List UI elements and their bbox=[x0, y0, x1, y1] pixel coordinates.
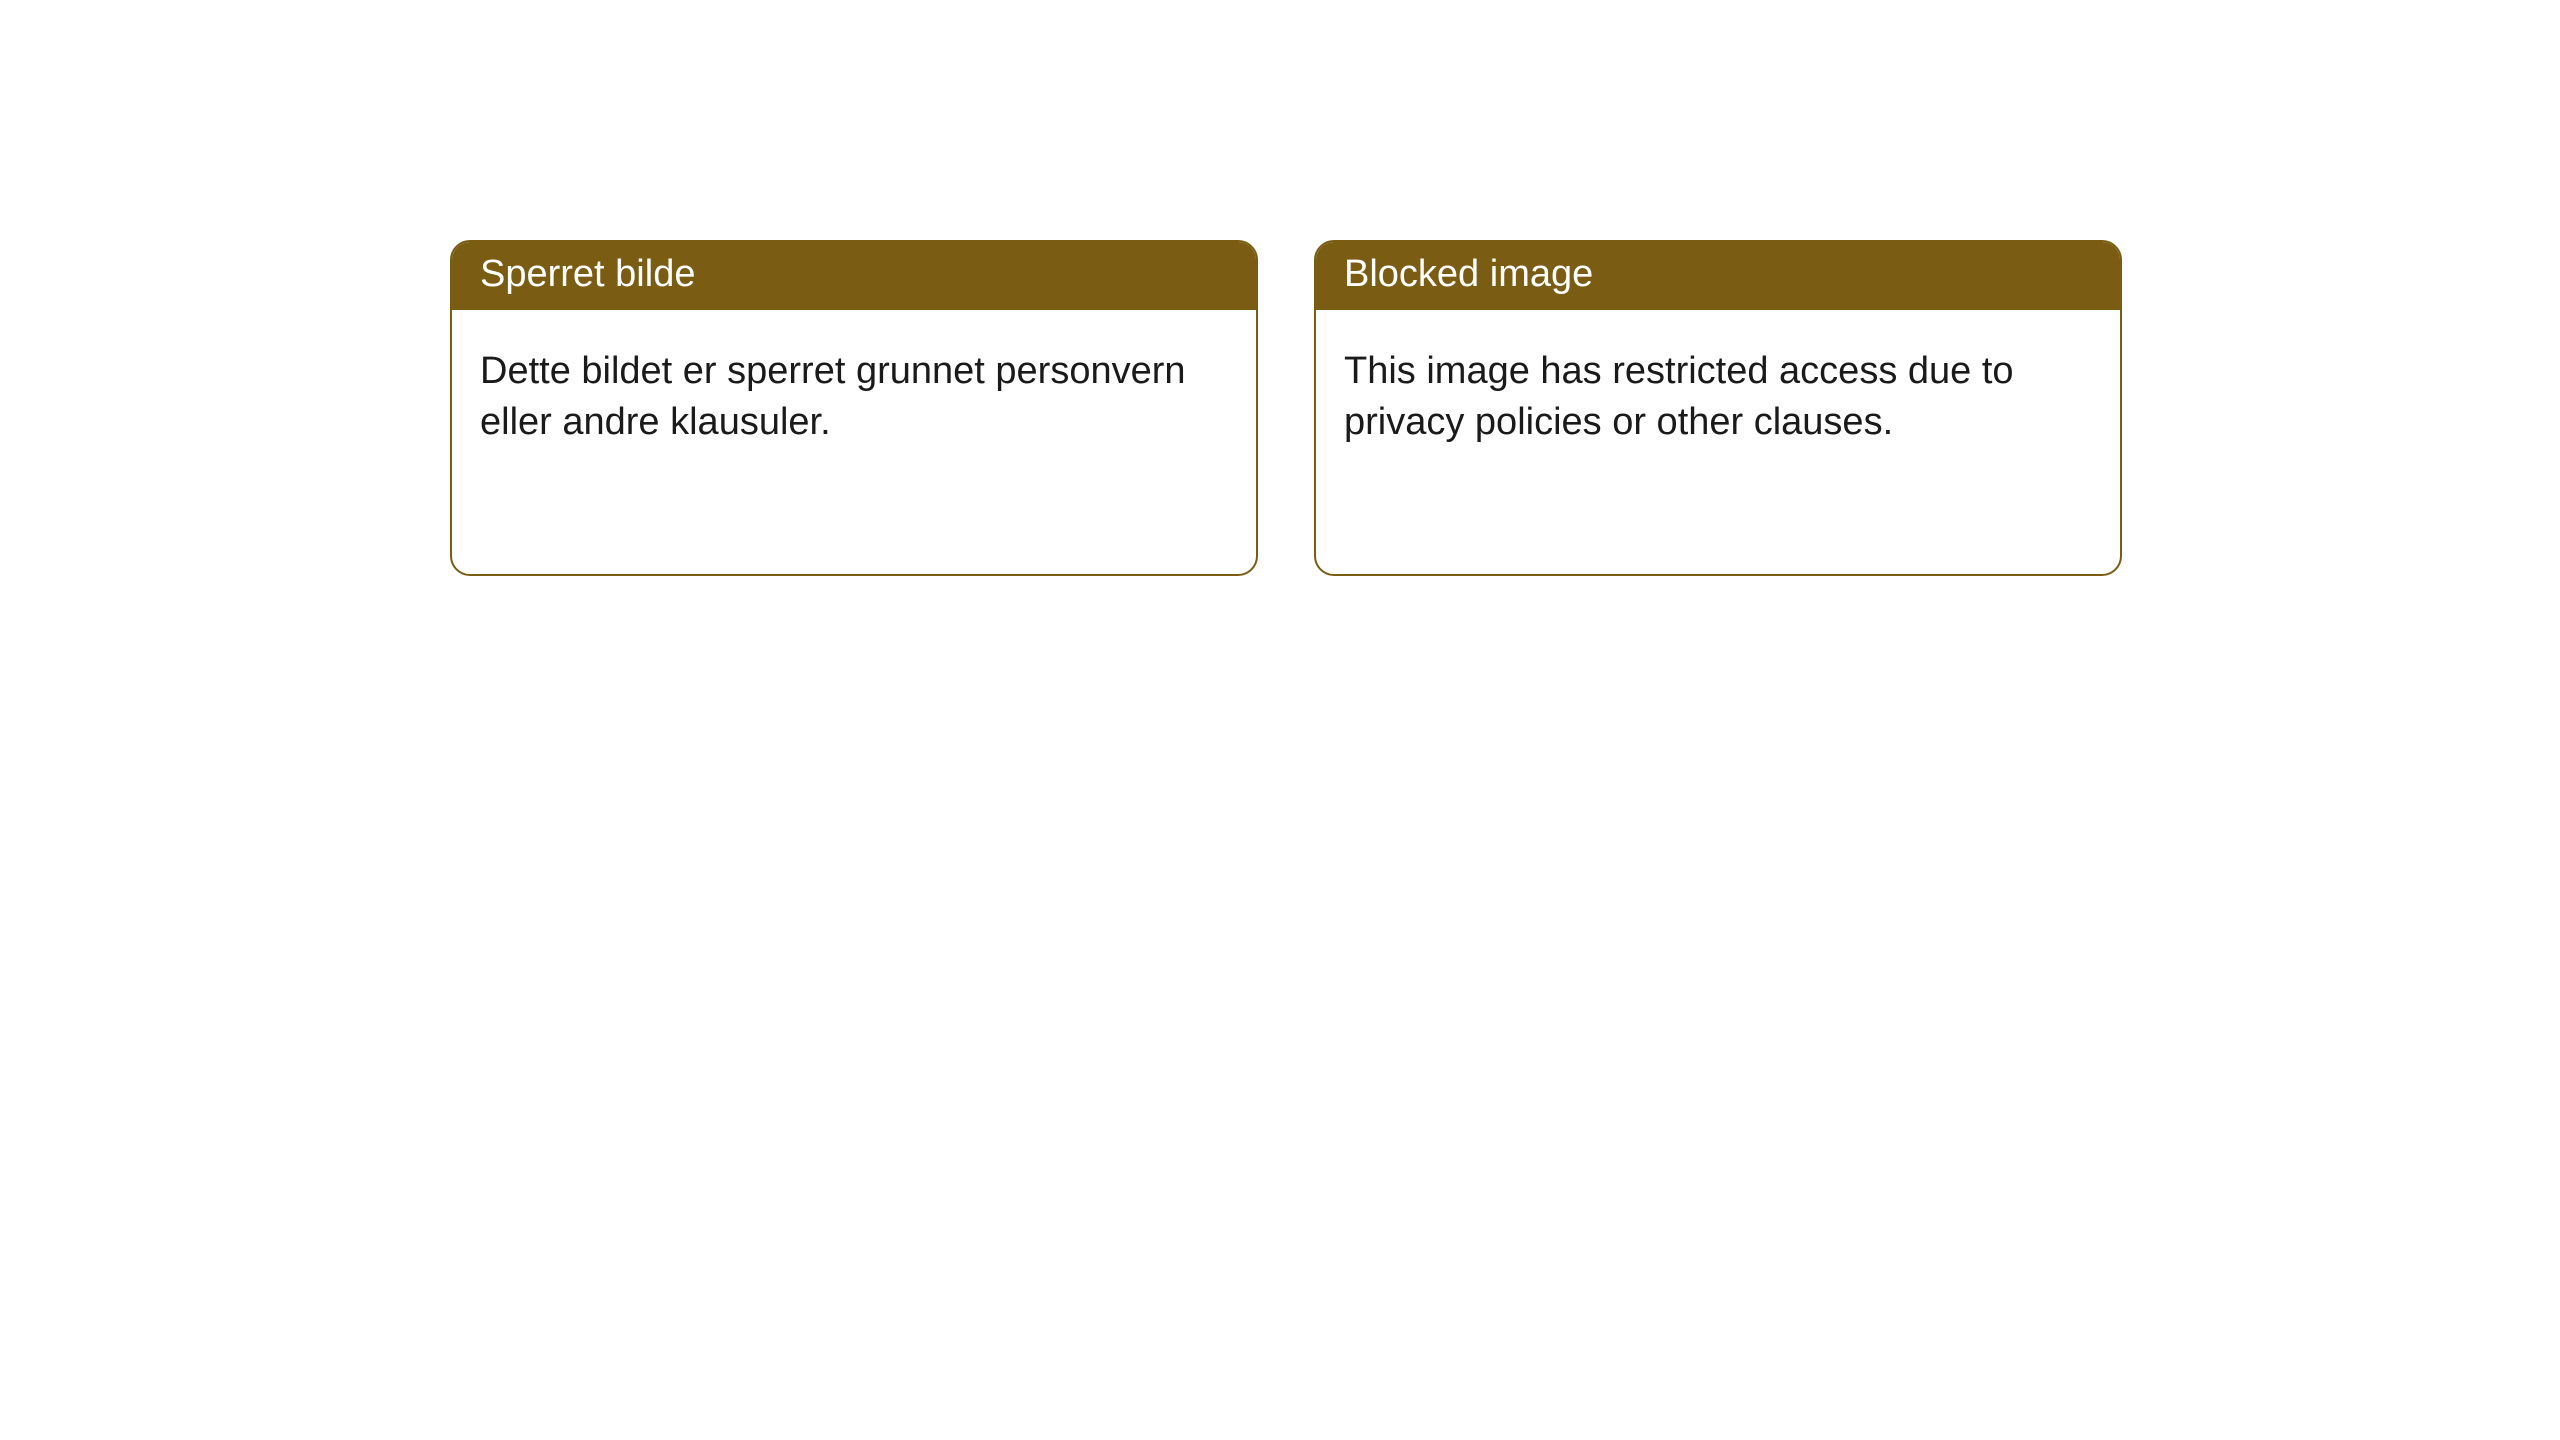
notice-card-norwegian: Sperret bilde Dette bildet er sperret gr… bbox=[450, 240, 1258, 576]
notice-header-norwegian: Sperret bilde bbox=[452, 242, 1256, 310]
notice-container: Sperret bilde Dette bildet er sperret gr… bbox=[0, 0, 2560, 576]
notice-body-norwegian: Dette bildet er sperret grunnet personve… bbox=[452, 310, 1256, 477]
notice-header-english: Blocked image bbox=[1316, 242, 2120, 310]
notice-card-english: Blocked image This image has restricted … bbox=[1314, 240, 2122, 576]
notice-body-english: This image has restricted access due to … bbox=[1316, 310, 2120, 477]
